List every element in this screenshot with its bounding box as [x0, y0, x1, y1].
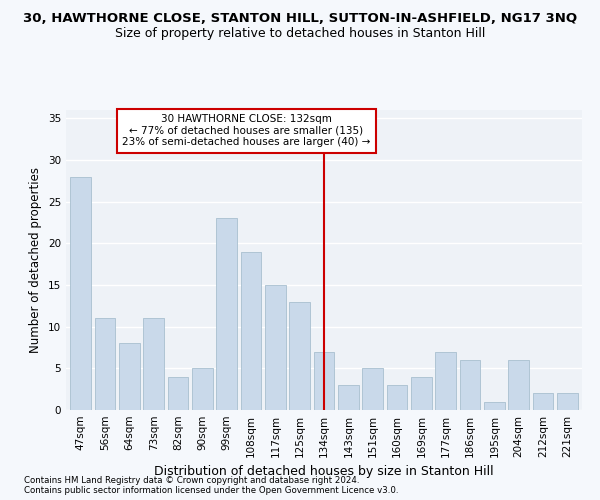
Text: 30 HAWTHORNE CLOSE: 132sqm
← 77% of detached houses are smaller (135)
23% of sem: 30 HAWTHORNE CLOSE: 132sqm ← 77% of deta… — [122, 114, 370, 148]
Bar — [95, 318, 115, 410]
Bar — [362, 368, 383, 410]
Bar — [119, 344, 140, 410]
X-axis label: Distribution of detached houses by size in Stanton Hill: Distribution of detached houses by size … — [154, 466, 494, 478]
Bar — [508, 360, 529, 410]
Bar — [216, 218, 237, 410]
Text: 30, HAWTHORNE CLOSE, STANTON HILL, SUTTON-IN-ASHFIELD, NG17 3NQ: 30, HAWTHORNE CLOSE, STANTON HILL, SUTTO… — [23, 12, 577, 26]
Bar — [70, 176, 91, 410]
Bar — [338, 385, 359, 410]
Bar — [411, 376, 432, 410]
Bar — [436, 352, 456, 410]
Bar — [557, 394, 578, 410]
Bar — [460, 360, 481, 410]
Bar — [484, 402, 505, 410]
Bar — [143, 318, 164, 410]
Bar — [314, 352, 334, 410]
Bar — [386, 385, 407, 410]
Bar — [265, 285, 286, 410]
Bar — [192, 368, 212, 410]
Bar — [533, 394, 553, 410]
Text: Contains HM Land Registry data © Crown copyright and database right 2024.: Contains HM Land Registry data © Crown c… — [24, 476, 359, 485]
Bar — [289, 302, 310, 410]
Y-axis label: Number of detached properties: Number of detached properties — [29, 167, 43, 353]
Bar — [241, 252, 262, 410]
Bar — [167, 376, 188, 410]
Text: Size of property relative to detached houses in Stanton Hill: Size of property relative to detached ho… — [115, 28, 485, 40]
Text: Contains public sector information licensed under the Open Government Licence v3: Contains public sector information licen… — [24, 486, 398, 495]
